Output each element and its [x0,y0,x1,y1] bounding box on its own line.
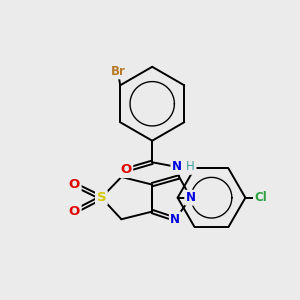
Text: Br: Br [110,65,125,78]
Text: O: O [69,178,80,191]
Text: H: H [186,160,195,173]
Text: N: N [170,213,180,226]
Text: N: N [172,160,182,173]
Text: Cl: Cl [254,191,267,204]
Text: S: S [97,191,106,204]
Text: N: N [186,191,196,204]
Text: O: O [69,205,80,218]
Text: O: O [120,164,132,176]
